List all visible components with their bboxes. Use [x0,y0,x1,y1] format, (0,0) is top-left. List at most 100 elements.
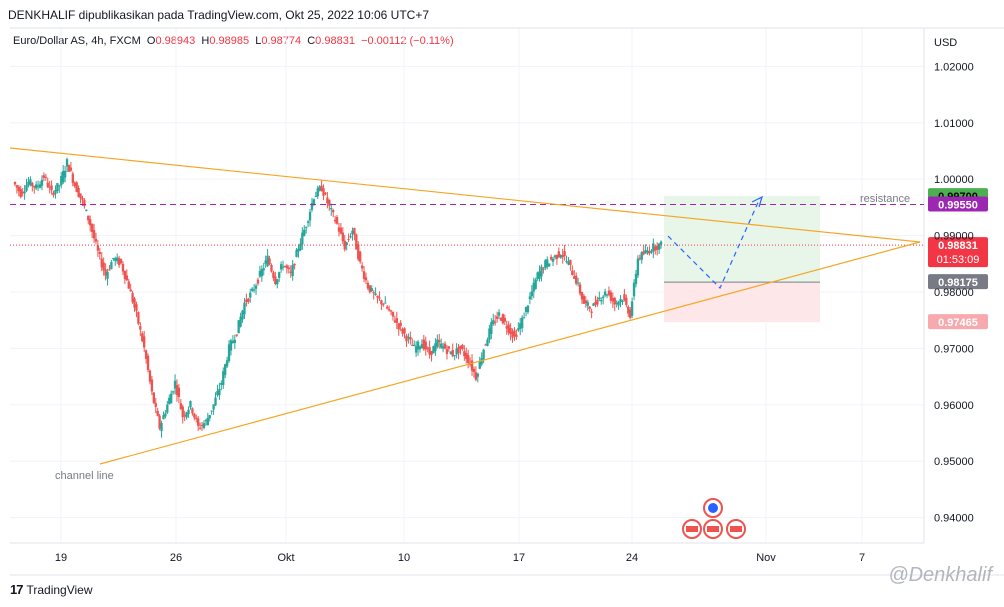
candle-body [492,320,495,325]
candle-body [237,320,240,334]
us-event-icons[interactable] [682,498,746,539]
candle-body [495,316,499,319]
candle-body [567,261,570,265]
candle-body [657,243,661,250]
entry-price-badge: 0.98175 [938,277,978,289]
upper-trendline[interactable] [9,147,921,243]
candle-body [623,294,626,301]
candle-body [48,186,51,188]
candle-body [656,245,659,250]
candle-body [233,339,236,344]
candle-body [283,265,287,267]
candle-body [305,227,308,229]
high-value: 0.98985 [209,35,250,47]
candle-body [114,258,117,261]
candle-body [391,311,395,317]
candle-body [615,302,618,304]
candle-body [65,159,69,167]
candle-body [299,243,302,251]
candle-body [36,185,40,187]
current-price-badge: 0.98831 [938,240,978,252]
candle-body [420,344,424,349]
stop-zone[interactable] [664,282,820,323]
lower-trendline[interactable] [99,241,921,465]
candle-body [335,217,339,224]
candle-body [287,267,290,270]
candle-body [200,424,204,426]
candle-body [252,289,256,291]
candle-body [131,293,134,303]
candle-body [243,302,246,315]
candle-body [397,323,400,330]
candle-body [77,187,80,197]
y-tick-label: 1.00000 [934,174,974,186]
symbol-name[interactable]: Euro/Dollar AS, 4h, FXCM [13,35,141,47]
y-tick-label: 1.01000 [934,118,974,130]
candle-body [642,251,645,255]
candle-body [580,292,584,300]
flag-stripes [707,526,719,532]
candle-body [551,258,555,262]
candle-body [21,191,24,194]
candle-body [31,183,34,187]
candle-body [162,415,165,420]
candle-body [276,279,279,285]
footer-brand[interactable]: 17 TradingView [10,582,93,597]
candle-body [222,371,225,386]
candle-body [592,303,595,306]
candle-body [563,251,566,257]
candle-body [285,265,289,269]
candle-body [52,192,55,196]
candle-body [459,345,462,349]
candle-body [368,285,371,293]
candle-body [534,279,537,289]
candle-body [320,185,323,192]
change-value: −0.00112 (−0.11%) [361,35,454,47]
candle-body [225,360,229,367]
candle-body [166,404,169,413]
candle-body [484,344,487,346]
candle-body [578,284,582,294]
candle-body [258,270,262,277]
candle-body [193,413,196,418]
entry-price-badge-bg [928,274,988,290]
candle-body [206,417,209,426]
candle-body [561,255,564,258]
candle-body [339,227,343,234]
candle-body [378,297,381,299]
candle-body [576,282,580,284]
low-value: 0.98774 [261,35,302,47]
candle-body [451,349,454,357]
candle-body [312,199,316,205]
low-key: L [255,35,262,47]
candle-body [123,270,127,280]
candle-body [347,239,350,241]
candle-body [648,250,651,254]
candle-body [46,182,49,188]
candle-body [571,270,574,276]
candle-body [501,314,505,324]
candle-body [343,240,346,250]
candle-body [54,189,57,194]
candle-body [536,272,539,280]
candle-body [395,318,398,324]
candle-body [582,295,586,304]
candle-body [414,346,418,353]
candle-body [110,262,113,270]
grid [10,28,924,543]
candle-body [426,348,429,350]
candle-body [143,336,146,348]
candle-body [85,209,88,211]
candle-body [137,311,140,324]
projection-path[interactable] [667,197,761,290]
candle-body [399,322,402,326]
candle-body [619,298,622,302]
candle-body [640,252,643,260]
candle-body [185,412,188,418]
candle-body [308,211,312,221]
candle-body [488,328,491,340]
candle-body [386,306,389,309]
candle-body [416,341,420,350]
flag-stripes [730,526,742,532]
